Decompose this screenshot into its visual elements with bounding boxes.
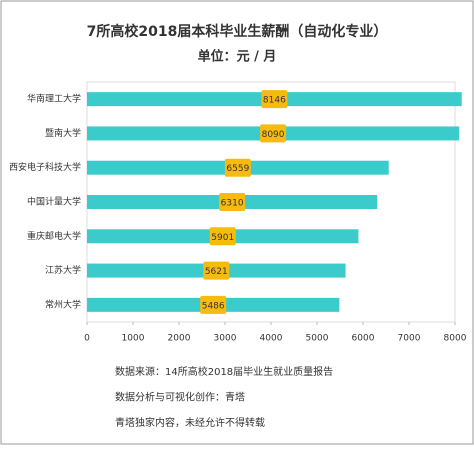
- value-label-box: [203, 261, 230, 280]
- y-tick-label: 常州大学: [45, 298, 81, 310]
- value-label-box: [260, 124, 287, 143]
- x-tick-label: 8000: [444, 334, 467, 344]
- value-label: 5901: [211, 233, 234, 243]
- value-label: 5486: [202, 301, 225, 311]
- value-label: 6559: [226, 164, 249, 174]
- x-tick-label: 6000: [352, 334, 375, 344]
- y-tick-label: 江苏大学: [45, 264, 81, 276]
- y-tick-label: 暨南大学: [45, 127, 81, 139]
- x-tick-label: 4000: [260, 334, 283, 344]
- note: 数据来源：14所高校2018届毕业生就业质量报告: [115, 365, 333, 378]
- note: 数据分析与可视化创作：青塔: [115, 391, 245, 404]
- chart-subtitle: 单位：元 / 月: [198, 49, 277, 65]
- value-label: 6310: [221, 199, 244, 209]
- value-label-box: [261, 90, 288, 109]
- note: 青塔独家内容，未经允许不得转载: [115, 416, 265, 429]
- x-tick-label: 0: [84, 334, 90, 344]
- y-tick-label: 华南理工大学: [27, 93, 81, 105]
- chart-title: 7所高校2018届本科毕业生薪酬（自动化专业）: [87, 23, 388, 40]
- x-tick-label: 5000: [306, 334, 329, 344]
- value-label-box: [224, 158, 251, 177]
- y-tick-label: 重庆邮电大学: [27, 230, 81, 242]
- value-label-box: [219, 193, 246, 211]
- value-label: 5621: [205, 267, 228, 277]
- x-tick-label: 3000: [214, 334, 237, 344]
- value-label-box: [200, 295, 227, 314]
- y-tick-label: 中国计量大学: [27, 196, 81, 208]
- x-tick-label: 7000: [398, 334, 421, 344]
- x-tick-label: 1000: [122, 334, 145, 344]
- y-tick-label: 西安电子科技大学: [9, 161, 81, 173]
- value-label: 8090: [262, 130, 285, 140]
- value-label: 8146: [263, 96, 286, 106]
- x-tick-label: 2000: [168, 334, 191, 344]
- value-label-box: [209, 227, 236, 246]
